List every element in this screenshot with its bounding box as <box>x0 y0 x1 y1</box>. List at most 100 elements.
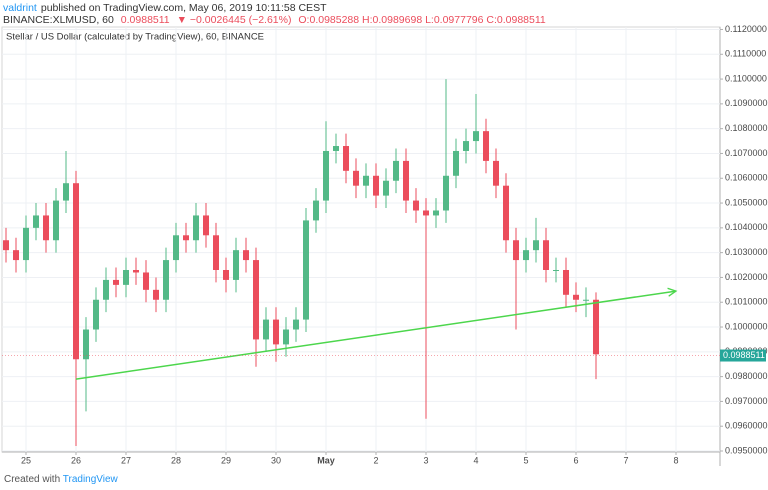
candle-body <box>103 279 109 300</box>
candle-body <box>3 240 9 251</box>
candle-body <box>473 131 479 142</box>
published: published on TradingView.com, May 06, 20… <box>40 2 327 14</box>
x-tick-label: 28 <box>171 455 181 465</box>
candle-body <box>523 250 529 261</box>
candle-body <box>303 220 309 320</box>
candle-body <box>423 210 429 216</box>
candle-body <box>343 146 349 171</box>
candle-body <box>163 260 169 300</box>
grid <box>2 27 720 452</box>
candle-body <box>183 235 189 241</box>
candle-body <box>333 146 339 151</box>
candle-body <box>253 260 259 340</box>
x-tick-label: 25 <box>21 455 31 465</box>
candle-body <box>493 160 499 186</box>
y-tick-label: 0.0970000 <box>725 396 768 406</box>
candle-body <box>263 319 269 340</box>
y-tick-label: 0.0960000 <box>725 421 768 431</box>
candle-body <box>43 215 49 241</box>
candle-body <box>503 185 509 241</box>
y-tick-label: 0.1120000 <box>725 24 767 34</box>
x-tick-label: 27 <box>121 455 131 465</box>
x-tick-label: 2 <box>373 455 378 465</box>
y-tick-label: 0.1000000 <box>725 321 768 331</box>
candle-body <box>283 329 289 345</box>
candle-body <box>573 294 579 300</box>
candle-body <box>393 160 399 181</box>
candle-body <box>123 269 129 285</box>
y-tick-label: 0.1090000 <box>725 98 768 108</box>
candle-body <box>513 240 519 261</box>
candle-body <box>413 200 419 211</box>
y-tick-label: 0.1050000 <box>725 197 768 207</box>
candle-body <box>553 269 559 271</box>
candle-body <box>143 272 149 290</box>
candle-body <box>453 150 459 176</box>
candle-body <box>373 175 379 196</box>
candle-body <box>133 269 139 273</box>
candle-body <box>153 289 159 300</box>
candle-body <box>403 160 409 201</box>
candle-body <box>13 250 19 261</box>
candle-body <box>563 269 569 295</box>
y-tick-label: 0.1040000 <box>725 222 768 232</box>
y-tick-label: 0.1030000 <box>725 247 768 257</box>
candle-body <box>273 319 279 345</box>
chart-title: Stellar / US Dollar (calculated by Tradi… <box>6 32 264 43</box>
candle-body <box>433 210 439 216</box>
y-tick-label: 0.1110000 <box>725 49 766 59</box>
candle-body <box>83 329 89 360</box>
candle-body <box>313 200 319 221</box>
y-tick-label: 0.1060000 <box>725 173 768 183</box>
candle-body <box>363 175 369 186</box>
x-tick-label: 29 <box>221 455 231 465</box>
candle-body <box>223 269 229 280</box>
candle-body <box>233 250 239 280</box>
candle-body <box>463 141 469 151</box>
footer-prefix: Created with <box>4 474 61 485</box>
footer-brand[interactable]: TradingView <box>62 474 118 485</box>
x-tick-label: May <box>317 455 335 465</box>
y-tick-label: 0.1100000 <box>725 73 767 83</box>
candle-body <box>33 215 39 228</box>
x-tick-label: 4 <box>473 455 478 465</box>
candle-body <box>443 175 449 211</box>
publish-info: valdrint published on TradingView.com, Ma… <box>3 2 330 14</box>
symbol-info: BINANCE:XLMUSD, 60 0.0988511 ▼ −0.002644… <box>3 14 550 26</box>
change: ▼ −0.0026445 (−2.61%) <box>176 14 292 26</box>
candle-body <box>173 235 179 261</box>
candle-body <box>203 215 209 236</box>
last-price-box <box>720 349 766 362</box>
trend-line <box>75 291 676 380</box>
y-tick-label: 0.0980000 <box>725 371 768 381</box>
symbol: BINANCE:XLMUSD, 60 <box>3 14 114 26</box>
ohlc: O:0.0985288 H:0.0989698 L:0.0977796 C:0.… <box>298 14 546 26</box>
candle-body <box>533 240 539 251</box>
plot-frame <box>1 26 721 453</box>
candle-body <box>543 240 549 270</box>
last-price-label: 0.0988511 <box>723 350 765 360</box>
candle-body <box>583 299 589 301</box>
chart: Stellar / US Dollar (calculated by Tradi… <box>1 24 768 466</box>
price: 0.0988511 <box>120 14 170 26</box>
x-tick-label: 8 <box>673 455 678 465</box>
y-tick-label: 0.1080000 <box>725 123 768 133</box>
candle-body <box>593 299 599 355</box>
candle-body <box>383 180 389 196</box>
candle-body <box>23 227 29 261</box>
candle-body <box>293 319 299 330</box>
candle-body <box>353 170 359 186</box>
y-tick-label: 0.1020000 <box>725 272 768 282</box>
candle-body <box>323 150 329 201</box>
candle-body <box>193 215 199 241</box>
candle-body <box>63 183 69 201</box>
footer: Created with TradingView <box>4 474 118 485</box>
x-tick-label: 7 <box>623 455 628 465</box>
candle-body <box>243 250 249 261</box>
candle-body <box>213 235 219 270</box>
author[interactable]: valdrint <box>3 2 37 14</box>
x-tick-label: 5 <box>523 455 528 465</box>
candle-body <box>113 279 119 285</box>
x-tick-label: 26 <box>71 455 81 465</box>
